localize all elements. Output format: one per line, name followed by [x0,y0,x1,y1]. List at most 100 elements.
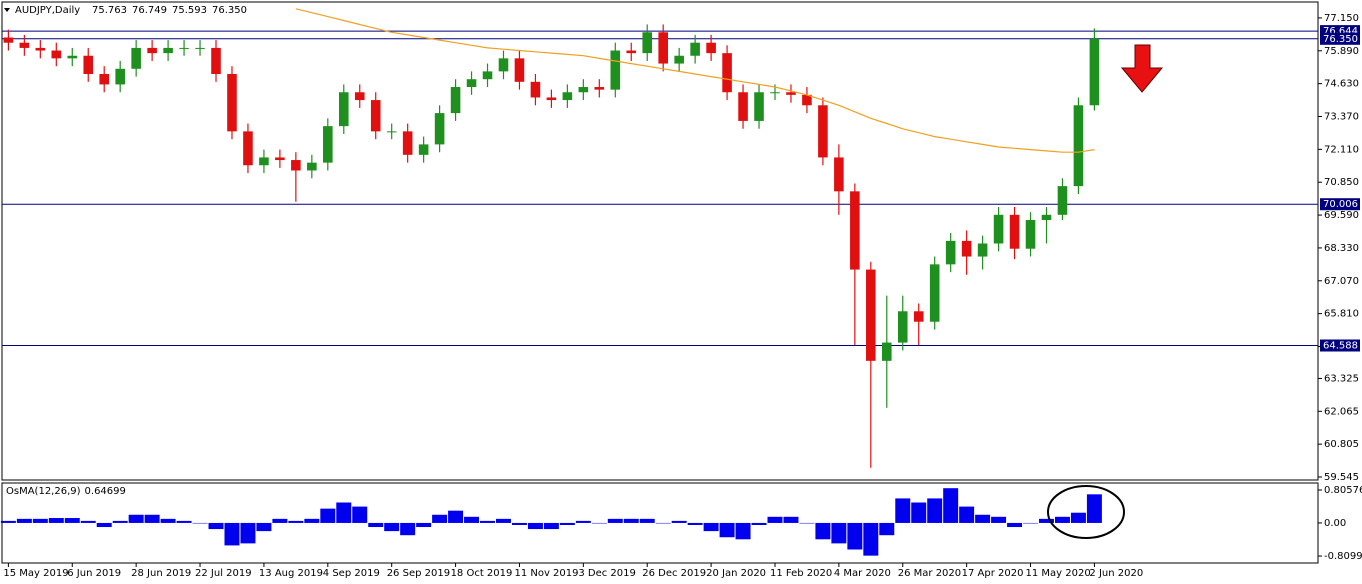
candle-body [354,92,365,101]
osma-bar [783,516,799,523]
candle-body [147,47,157,54]
osma-bar [543,522,559,530]
candle-body [610,50,621,90]
osma-bar [975,514,991,523]
level-label: 70.006 [1323,199,1358,210]
candle-body [498,58,509,72]
down-arrow [1120,44,1164,93]
osma-bar [1086,494,1102,523]
candle-body [706,42,716,54]
candle-body [131,47,141,69]
osma-bar [847,522,863,550]
osma-bar [559,522,575,525]
osma-bar [1039,518,1054,523]
x-tick-label: 26 Mar 2020 [898,568,961,579]
candle-body [1089,38,1100,106]
osma-bar [384,522,400,532]
candle-body [1009,214,1020,249]
candle-body [754,92,764,121]
y-tick-label: 73.370 [1324,111,1359,122]
y-tick-label: 63.325 [1324,373,1359,384]
candle-body [19,42,30,48]
osma-bar [1007,522,1023,528]
candle-body [418,144,429,155]
osma-bar [240,522,256,544]
osma-bar [671,520,687,523]
candle-body [722,53,732,93]
candle-body [211,47,221,74]
x-tick-label: 26 Sep 2019 [387,568,450,579]
x-tick-label: 4 Sep 2019 [323,568,380,579]
x-tick-label: 15 May 2019 [3,568,68,579]
level-label-box [1320,198,1360,211]
osma-bar [575,520,591,523]
osma-bar [879,522,895,536]
osma-bar [1070,512,1086,523]
candle-body [961,240,972,257]
osma-bar [591,522,607,524]
y-tick-label: 0.00 [1324,518,1346,529]
y-tick-label: 59.545 [1324,472,1359,483]
osma-bar [655,522,671,524]
header-value: 76.749 [132,5,167,16]
candle-body [897,311,908,343]
osma-bar [80,520,96,523]
osma-bar [112,520,128,523]
candle-body [881,342,892,361]
header-value: 75.593 [172,5,207,16]
y-tick-label: 60.805 [1324,439,1359,450]
x-tick-label: 6 Jun 2019 [67,568,121,579]
header-value: 75.763 [92,5,127,16]
osma-bar [767,516,783,523]
candle-body [386,131,397,133]
osma-bar [400,522,416,536]
osma-bar [719,522,735,538]
osma-bar [288,520,304,523]
osma-bar [416,522,432,528]
osma-bar [176,520,192,523]
oscillator-value: 0.64699 [85,486,126,497]
candle-body [338,92,349,127]
candle-body [626,50,637,54]
osma-bar [336,502,352,523]
candle-body [179,47,189,49]
osma-bar [144,514,160,523]
level-label: 64.588 [1323,340,1358,351]
candle-body [115,68,125,85]
highlight-circle [1047,485,1125,539]
candle-body [786,92,796,95]
osma-bar [64,518,80,523]
osma-bar [927,498,943,523]
y-tick-label: 0.80576 [1324,485,1362,496]
candle-body [818,105,828,158]
candle-body [259,157,269,166]
candle-body [738,92,748,121]
candle-body [35,47,46,51]
candle-body [402,131,413,155]
osma-bar [272,518,288,523]
oscillator-title: OsMA(12,26,9) [6,486,81,497]
candle-body [1057,186,1068,215]
level-label: 76.350 [1323,34,1358,45]
osma-bar [703,522,719,532]
candle-body [642,32,653,54]
osma-bar [815,522,831,540]
osma-bar [623,518,639,523]
osma-bar [895,498,911,523]
osma-bar [304,518,320,523]
y-tick-label: 77.150 [1324,13,1359,24]
candle-body [243,131,253,166]
x-tick-label: 4 Mar 2020 [834,568,891,579]
osma-bar [911,502,927,523]
candle-body [3,37,14,43]
level-label-box [1320,339,1360,352]
osma-bar [352,506,368,523]
x-tick-label: 11 May 2020 [1026,568,1091,579]
y-tick-label: 75.890 [1324,46,1359,57]
candle-body [562,92,573,101]
osma-bar [735,522,751,540]
x-tick-label: 13 Aug 2019 [259,568,323,579]
osma-bar [480,520,495,523]
osma-bar [799,522,815,524]
candle-body [945,240,956,265]
